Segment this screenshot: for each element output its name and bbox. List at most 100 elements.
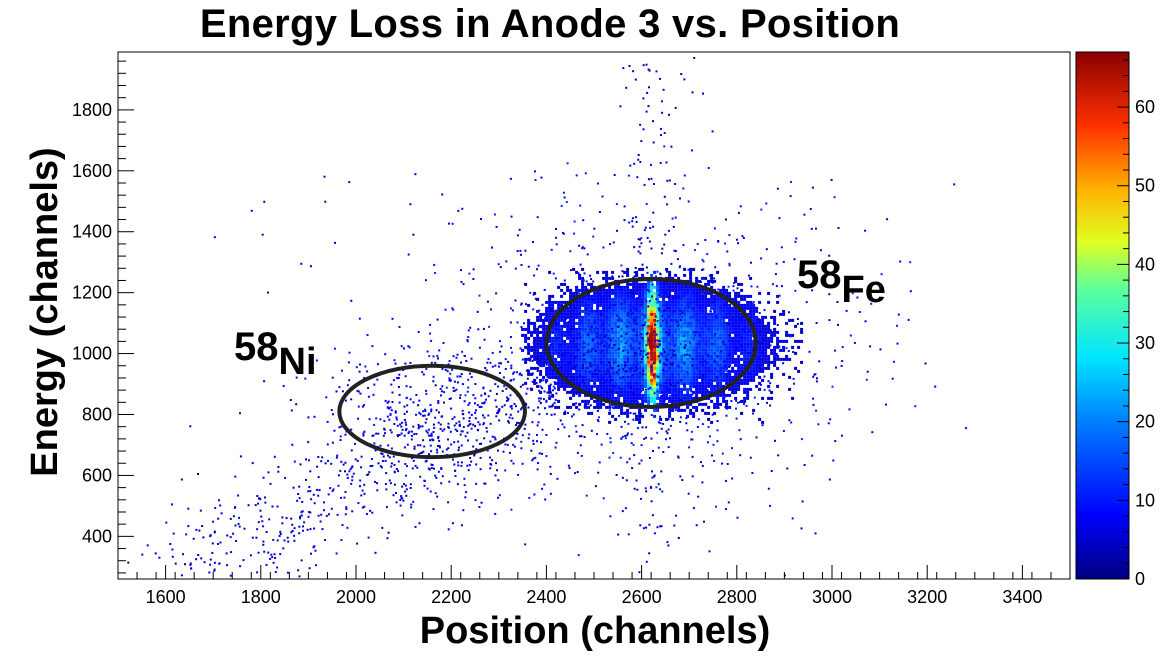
heat-cell: [614, 336, 618, 340]
heat-cell: [623, 354, 627, 358]
heat-cell: [578, 378, 582, 382]
heat-cell: [575, 270, 579, 274]
heat-cell: [575, 402, 578, 405]
heat-cell: [638, 393, 642, 397]
heat-cell: [402, 499, 405, 502]
heat-cell: [832, 459, 835, 462]
heat-cell: [695, 390, 699, 394]
heat-cell: [593, 355, 596, 357]
heat-cell: [590, 411, 594, 415]
heat-cell: [441, 385, 444, 388]
heat-cell: [545, 318, 549, 322]
heat-cell: [686, 393, 690, 397]
heat-cell: [743, 345, 747, 349]
heat-cell: [560, 351, 564, 355]
heat-cell: [647, 305, 650, 308]
heat-cell: [371, 434, 374, 437]
heat-cell: [629, 306, 633, 310]
heat-cell: [734, 369, 738, 373]
heat-cell: [704, 309, 708, 313]
heat-cell: [495, 462, 497, 465]
heat-cell: [719, 336, 723, 340]
heat-cell: [602, 270, 606, 274]
heat-cell: [608, 366, 612, 370]
heat-cell: [677, 309, 681, 313]
heat-cell: [510, 407, 513, 410]
heat-cell: [465, 491, 468, 494]
heat-cell: [638, 357, 642, 361]
heat-cell: [662, 295, 665, 298]
heat-cell: [542, 398, 545, 401]
heat-cell: [610, 384, 613, 387]
heat-cell: [707, 354, 711, 358]
heat-cell: [674, 381, 678, 385]
heat-cell: [599, 291, 603, 295]
heat-cell: [701, 294, 705, 298]
heat-cell: [677, 342, 681, 346]
heat-cell: [545, 455, 548, 458]
heat-cell: [719, 363, 723, 367]
heat-cell: [746, 348, 750, 352]
heat-cell: [626, 294, 630, 298]
heat-cell: [660, 391, 663, 394]
heat-cell: [593, 351, 597, 355]
heat-cell: [596, 336, 600, 340]
heat-cell: [213, 561, 216, 564]
heat-cell: [434, 384, 437, 387]
heat-cell: [438, 349, 441, 352]
heat-cell: [734, 294, 738, 298]
heat-cell: [662, 387, 666, 391]
heat-cell: [430, 450, 433, 453]
heat-cell: [608, 387, 612, 391]
heat-cell: [569, 330, 573, 334]
heat-cell: [640, 444, 643, 447]
heat-cell: [725, 330, 729, 334]
heat-cell: [602, 288, 606, 292]
heat-cell: [743, 297, 747, 301]
heat-cell: [412, 425, 415, 428]
heat-cell: [440, 394, 442, 397]
heat-cell: [624, 420, 626, 423]
heat-cell: [453, 416, 456, 419]
heat-cell: [622, 349, 625, 352]
heat-cell: [692, 384, 696, 388]
heat-cell: [154, 552, 157, 555]
heat-cell: [785, 357, 789, 361]
heat-cell: [713, 373, 716, 376]
heat-cell: [656, 360, 660, 364]
heat-cell: [728, 339, 732, 343]
heat-cell: [737, 387, 741, 391]
heat-cell: [463, 477, 466, 480]
heat-cell: [578, 321, 582, 325]
heat-cell: [680, 288, 684, 292]
heat-cell: [566, 366, 570, 370]
heat-cell: [732, 320, 735, 323]
heat-cell: [707, 315, 711, 319]
heat-cell: [337, 474, 340, 477]
heat-cell: [569, 321, 573, 325]
heat-cell: [569, 351, 573, 355]
heat-cell: [548, 394, 551, 397]
heat-cell: [548, 345, 552, 349]
heat-cell: [683, 303, 687, 307]
heat-cell: [815, 322, 818, 324]
heat-cell: [507, 399, 510, 402]
heat-cell: [740, 336, 743, 339]
heat-cell: [653, 372, 657, 376]
heat-cell: [668, 372, 672, 376]
heat-cell: [461, 430, 464, 433]
heat-cell: [484, 482, 487, 485]
heat-cell: [795, 237, 798, 240]
heat-cell: [582, 279, 585, 282]
heat-cell: [710, 273, 714, 277]
heat-cell: [532, 409, 535, 412]
heat-cell: [567, 320, 570, 323]
heat-cell: [584, 345, 588, 349]
heat-cell: [617, 387, 621, 391]
heat-cell: [400, 432, 403, 435]
heat-cell: [660, 134, 662, 137]
heat-cell: [533, 291, 537, 295]
heat-cell: [728, 291, 732, 295]
heat-cell: [617, 375, 621, 379]
heat-cell: [367, 473, 370, 476]
